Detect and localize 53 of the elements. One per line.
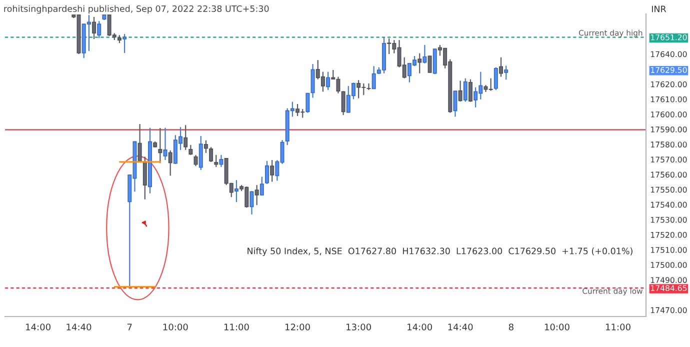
candlestick — [163, 127, 168, 161]
x-tick-label: 12:00 — [286, 324, 310, 330]
candlestick — [270, 160, 274, 182]
x-tick-label: 8 — [508, 324, 514, 330]
y-axis-title: INR — [652, 6, 666, 12]
candlestick — [138, 124, 142, 164]
text: Nifty 50 Index, 5, NSE O17627.80 H17632.30 L17623.00 C17629.50 +1.75 (+0.01%) — [248, 248, 632, 256]
candlestick — [188, 144, 193, 156]
candlestick — [463, 78, 468, 102]
candlestick — [310, 63, 315, 98]
candlestick — [366, 82, 371, 91]
candlestick — [254, 184, 259, 206]
candlestick — [306, 92, 310, 114]
candlestick — [122, 33, 127, 54]
candlestick — [326, 71, 330, 91]
candlestick — [234, 180, 238, 203]
candlestick — [428, 55, 432, 74]
candlestick — [214, 154, 218, 168]
x-tick-label: 7 — [128, 324, 132, 330]
x-tick-label: 14:00 — [26, 324, 50, 330]
candlestick — [204, 140, 208, 154]
candlestick — [504, 65, 508, 80]
candlestick — [494, 66, 498, 91]
x-tick-label: 10:00 — [544, 324, 570, 330]
x-tick-label: 14:40 — [448, 324, 473, 330]
candlestick — [453, 90, 458, 118]
candlestick — [422, 44, 427, 64]
candlestick — [184, 124, 188, 151]
candlestick — [209, 146, 214, 163]
x-tick-label: 14:00 — [408, 324, 432, 330]
candlestick — [92, 16, 96, 40]
candlestick — [219, 154, 224, 168]
candlestick — [142, 156, 147, 200]
candlestick — [265, 160, 269, 185]
candlestick — [260, 176, 264, 196]
chart-title: rohitsinghpardeshi published, Sep 07, 2022 22:38 UTC+5:30 — [4, 5, 269, 14]
candlestick — [341, 90, 346, 116]
candlestick — [458, 80, 462, 102]
candlestick — [499, 56, 504, 78]
x-tick-label: 14:40 — [66, 324, 92, 330]
x-tick-label: 11:00 — [224, 324, 249, 330]
candlestick — [97, 20, 102, 39]
x-tick-label: 11:00 — [606, 324, 630, 330]
candlestick — [418, 52, 422, 74]
candlestick — [372, 66, 376, 90]
candlestick — [198, 135, 203, 171]
candlestick — [168, 150, 172, 176]
candlestick — [468, 78, 472, 102]
x-tick-label: 10:00 — [163, 324, 188, 330]
candlestick — [250, 190, 254, 215]
candlestick — [158, 127, 162, 164]
x-tick-label: 13:00 — [346, 324, 371, 330]
candlestick — [194, 154, 198, 167]
